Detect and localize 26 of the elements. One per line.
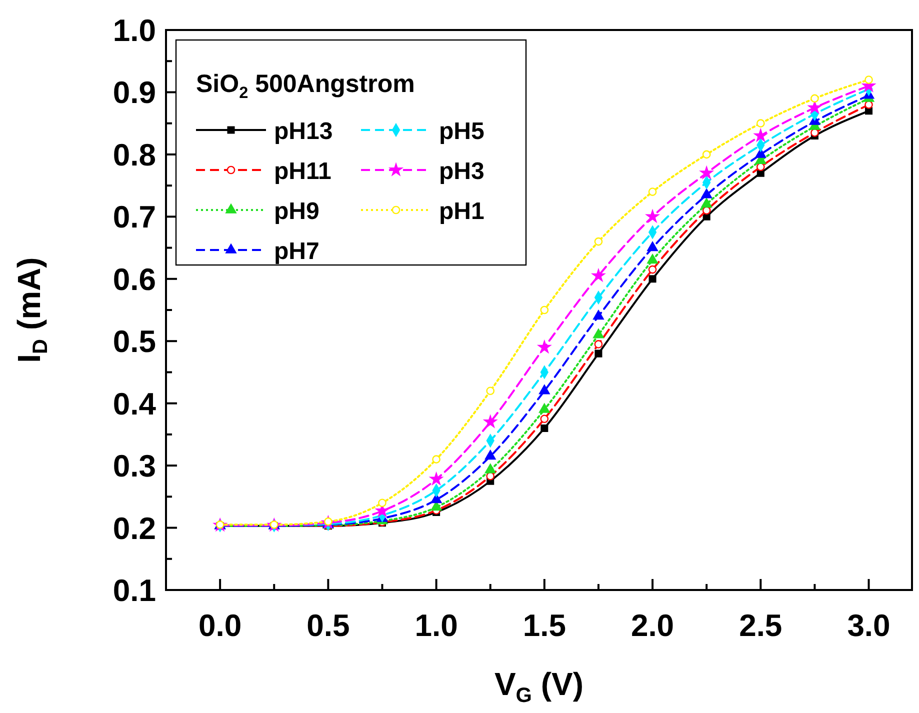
y-tick-label: 0.8: [112, 137, 156, 172]
legend-label: pH11: [274, 158, 332, 185]
y-tick-label: 0.4: [112, 386, 157, 422]
y-tick-label: 0.2: [112, 510, 156, 546]
x-tick-label: 3.0: [847, 608, 890, 643]
x-tick-label: 2.0: [630, 608, 674, 643]
legend-label: pH1: [439, 198, 484, 225]
x-tick-label: 1.5: [522, 608, 566, 643]
y-tick-label: 0.3: [112, 448, 156, 484]
legend-title: SiO$_{2}$ 500Angstrom: [196, 70, 415, 102]
x-tick-label: 0.0: [198, 608, 242, 643]
y-tick-label: 0.7: [112, 200, 156, 235]
legend-label: pH9: [274, 198, 320, 225]
legend-label: pH3: [439, 158, 484, 185]
x-tick-label: 1.0: [414, 608, 458, 643]
x-tick-label: 2.5: [739, 608, 782, 643]
x-axis-title: V$_{G}$ (V): [494, 666, 584, 708]
y-tick-label: 0.9: [112, 75, 156, 110]
y-tick-label: 0.6: [112, 262, 156, 297]
legend-label: pH5: [439, 118, 484, 145]
y-tick-label: 0.1: [112, 573, 156, 608]
legend-label: pH13: [274, 118, 333, 145]
y-tick-label: 0.5: [112, 324, 156, 360]
y-tick-label: 1.0: [112, 13, 156, 48]
legend-label: pH7: [274, 238, 320, 265]
x-tick-label: 0.5: [306, 608, 350, 643]
